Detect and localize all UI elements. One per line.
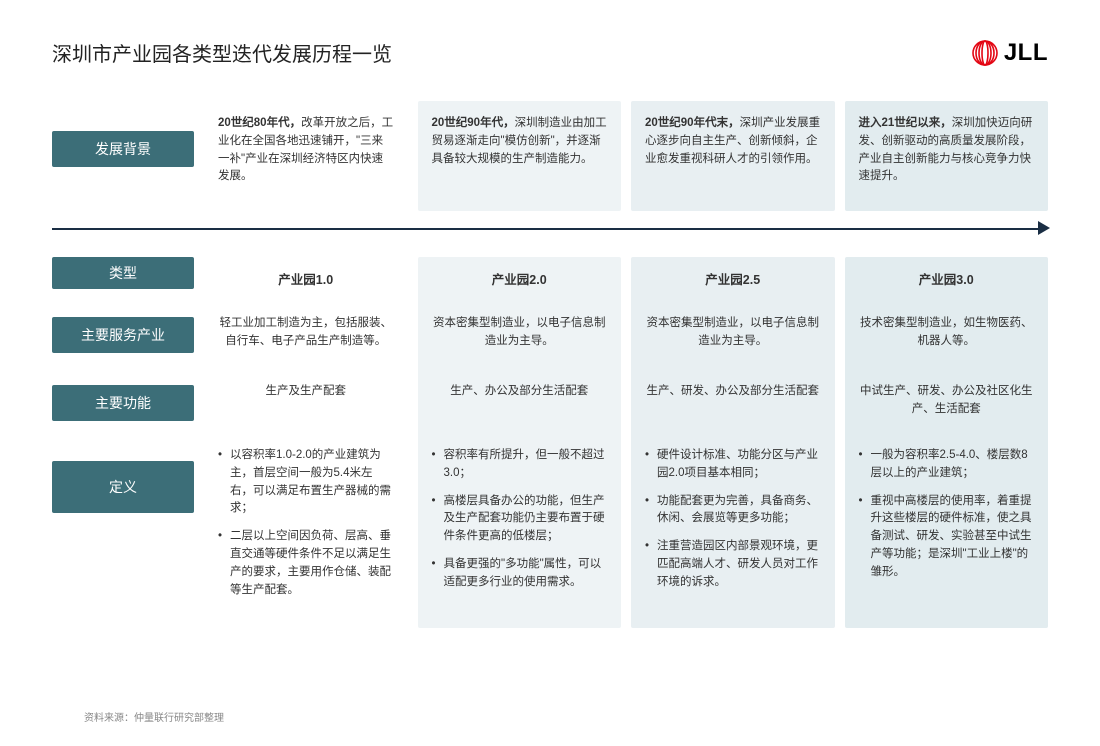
column-lower-c4: 产业园3.0 技术密集型制造业，如生物医药、机器人等。中试生产、研发、办公及社区化…: [845, 257, 1049, 628]
row-label-type: 类型: [52, 257, 194, 289]
bg-bold: 20世纪90年代末，: [645, 117, 740, 129]
bg-bold: 进入21世纪以来，: [859, 117, 952, 129]
bg-bold: 20世纪90年代，: [432, 117, 515, 129]
row-label-industry: 主要服务产业: [52, 317, 194, 353]
definition-list: 一般为容积率2.5-4.0、楼层数8层以上的产业建筑； 重视中高楼层的使用率，着重…: [859, 447, 1035, 592]
industry-cell: 轻工业加工制造为主，包括服装、自行车、电子产品生产制造等。: [218, 315, 394, 359]
evolution-grid: 发展背景 20世纪80年代，改革开放之后，工业化在全国各地迅速铺开，"三来一补"产…: [52, 101, 1048, 628]
definition-item: 重视中高楼层的使用率，着重提升这些楼层的硬件标准，使之具备测试、研发、实验甚至中…: [859, 493, 1035, 582]
bg-cell: 20世纪90年代末，深圳产业发展重心逐步向自主生产、创新倾斜，企业愈发重视科研人…: [645, 115, 821, 193]
definition-item: 硬件设计标准、功能分区与产业园2.0项目基本相同；: [645, 447, 821, 483]
definition-item: 二层以上空间因负荷、层高、垂直交通等硬件条件不足以满足生产的要求，主要用作仓储、…: [218, 528, 394, 599]
bg-cell: 进入21世纪以来，深圳加快迈向研发、创新驱动的高质量发展阶段，产业自主创新能力与…: [859, 115, 1035, 193]
industry-cell: 技术密集型制造业，如生物医药、机器人等。: [859, 315, 1035, 359]
definition-item: 以容积率1.0-2.0的产业建筑为主，首层空间一般为5.4米左右，可以满足布置生…: [218, 447, 394, 518]
row-label-definition: 定义: [52, 461, 194, 513]
definition-item: 高楼层具备办公的功能，但生产及生产配套功能仍主要布置于硬件条件更高的低楼层；: [432, 493, 608, 546]
type-cell: 产业园1.0: [218, 271, 394, 291]
type-cell: 产业园3.0: [859, 271, 1035, 291]
type-cell: 产业园2.5: [645, 271, 821, 291]
column-c1: 20世纪80年代，改革开放之后，工业化在全国各地迅速铺开，"三来一补"产业在深圳…: [204, 101, 408, 211]
bg-cell: 20世纪90年代，深圳制造业由加工贸易逐渐走向"模仿创新"，并逐渐具备较大规模的…: [432, 115, 608, 193]
column-c2: 20世纪90年代，深圳制造业由加工贸易逐渐走向"模仿创新"，并逐渐具备较大规模的…: [418, 101, 622, 211]
industry-cell: 资本密集型制造业，以电子信息制造业为主导。: [645, 315, 821, 359]
timeline-arrow: [52, 217, 1048, 239]
column-lower-c3: 产业园2.5 资本密集型制造业，以电子信息制造业为主导。生产、研发、办公及部分生活…: [631, 257, 835, 628]
definition-list: 以容积率1.0-2.0的产业建筑为主，首层空间一般为5.4米左右，可以满足布置生…: [218, 447, 394, 610]
jll-logo-icon: [972, 40, 998, 66]
source-note: 资料来源：仲量联行研究部整理: [84, 709, 224, 724]
column-c4: 进入21世纪以来，深圳加快迈向研发、创新驱动的高质量发展阶段，产业自主创新能力与…: [845, 101, 1049, 211]
function-cell: 中试生产、研发、办公及社区化生产、生活配套: [859, 383, 1035, 419]
label-column: 发展背景: [52, 101, 194, 211]
column-c3: 20世纪90年代末，深圳产业发展重心逐步向自主生产、创新倾斜，企业愈发重视科研人…: [631, 101, 835, 211]
industry-cell: 资本密集型制造业，以电子信息制造业为主导。: [432, 315, 608, 359]
definition-item: 具备更强的"多功能"属性，可以适配更多行业的使用需求。: [432, 556, 608, 592]
definition-item: 功能配套更为完善，具备商务、休闲、会展览等更多功能；: [645, 493, 821, 529]
row-label-function: 主要功能: [52, 385, 194, 421]
row-label-background: 发展背景: [52, 131, 194, 167]
bg-cell: 20世纪80年代，改革开放之后，工业化在全国各地迅速铺开，"三来一补"产业在深圳…: [218, 115, 394, 193]
type-cell: 产业园2.0: [432, 271, 608, 291]
page-title: 深圳市产业园各类型迭代发展历程一览: [52, 38, 392, 67]
definition-list: 硬件设计标准、功能分区与产业园2.0项目基本相同； 功能配套更为完善，具备商务、休…: [645, 447, 821, 602]
definition-item: 一般为容积率2.5-4.0、楼层数8层以上的产业建筑；: [859, 447, 1035, 483]
logo-text: JLL: [1004, 39, 1048, 67]
arrow-line: [52, 228, 1040, 230]
definition-list: 容积率有所提升，但一般不超过3.0； 高楼层具备办公的功能，但生产及生产配套功能仍…: [432, 447, 608, 602]
function-cell: 生产、研发、办公及部分生活配套: [645, 383, 821, 419]
function-cell: 生产及生产配套: [218, 383, 394, 419]
label-column-lower: 类型主要服务产业主要功能定义: [52, 257, 194, 628]
column-lower-c1: 产业园1.0 轻工业加工制造为主，包括服装、自行车、电子产品生产制造等。生产及生产…: [204, 257, 408, 628]
arrow-head-icon: [1038, 221, 1050, 235]
bg-bold: 20世纪80年代，: [218, 117, 301, 129]
column-lower-c2: 产业园2.0资本密集型制造业，以电子信息制造业为主导。生产、办公及部分生活配套容…: [418, 257, 622, 628]
function-cell: 生产、办公及部分生活配套: [432, 383, 608, 419]
definition-item: 容积率有所提升，但一般不超过3.0；: [432, 447, 608, 483]
definition-item: 注重营造园区内部景观环境，更匹配高端人才、研发人员对工作环境的诉求。: [645, 538, 821, 591]
logo: JLL: [972, 39, 1048, 67]
